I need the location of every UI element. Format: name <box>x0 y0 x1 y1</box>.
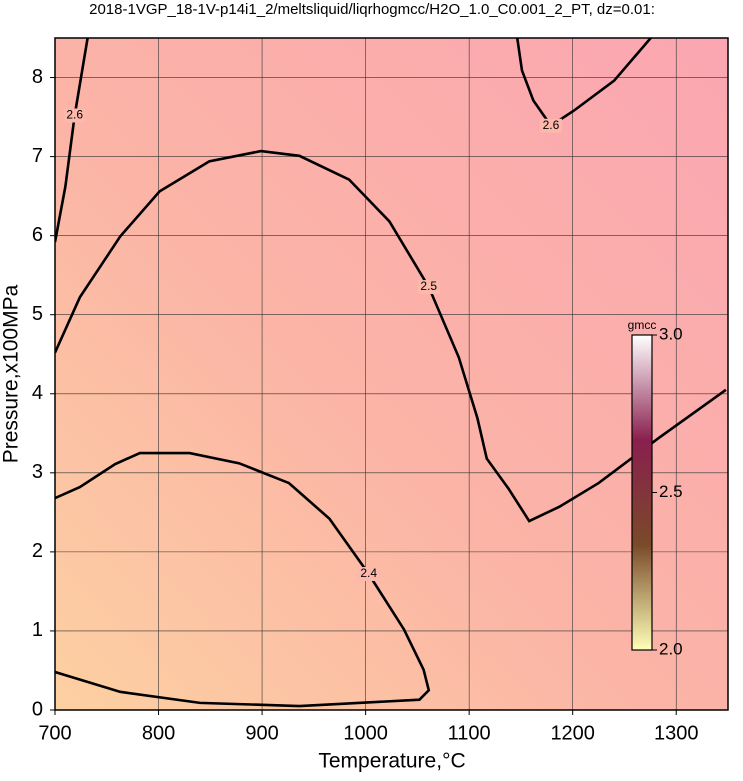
y-tick-label: 2 <box>32 540 43 562</box>
contour-label-bg <box>417 280 440 295</box>
colorbar-label: gmcc <box>628 318 657 332</box>
contour-label-bg <box>63 108 86 123</box>
contour-label: 2.5 <box>420 279 437 293</box>
x-tick-label: 800 <box>142 722 175 744</box>
x-tick-label: 1000 <box>343 722 388 744</box>
x-tick-label: 900 <box>245 722 278 744</box>
contour-label: 2.4 <box>360 566 377 580</box>
x-tick-label: 700 <box>38 722 71 744</box>
x-tick-label: 1100 <box>448 722 491 744</box>
y-tick-label: 6 <box>32 224 43 246</box>
plot-frame <box>54 37 729 711</box>
x-axis-label: Temperature,°C <box>318 750 465 773</box>
y-tick-label: 8 <box>32 66 43 88</box>
contour-line <box>55 38 89 243</box>
colorbar-tick-label: 2.0 <box>659 639 683 658</box>
contour-label-bg <box>357 567 380 582</box>
y-tick-label: 1 <box>32 619 43 641</box>
x-tick-label: 1200 <box>550 722 595 744</box>
y-tick-label: 3 <box>32 461 43 483</box>
contour-label: 2.6 <box>543 118 560 132</box>
plot-area: 2.4 2.5 2.6 2.6 <box>55 38 728 710</box>
y-tick-label: 5 <box>32 303 43 325</box>
contour-label-bg <box>539 118 562 133</box>
colorbar-tick-label: 2.5 <box>659 482 683 501</box>
colorbar-tick-label: 3.0 <box>659 324 683 343</box>
colorbar <box>631 334 653 651</box>
x-tick-label: 1300 <box>654 722 699 744</box>
contour-label: 2.6 <box>66 108 83 122</box>
y-tick-label: 4 <box>32 382 43 404</box>
chart-title: 2018-1VGP_18-1V-p14i1_2/meltsliquid/liqr… <box>89 1 655 18</box>
y-axis-label: Pressure,x100MPa <box>0 284 23 463</box>
y-tick-label: 0 <box>32 698 43 720</box>
y-tick-label: 7 <box>32 145 43 167</box>
plot-background <box>55 38 728 710</box>
